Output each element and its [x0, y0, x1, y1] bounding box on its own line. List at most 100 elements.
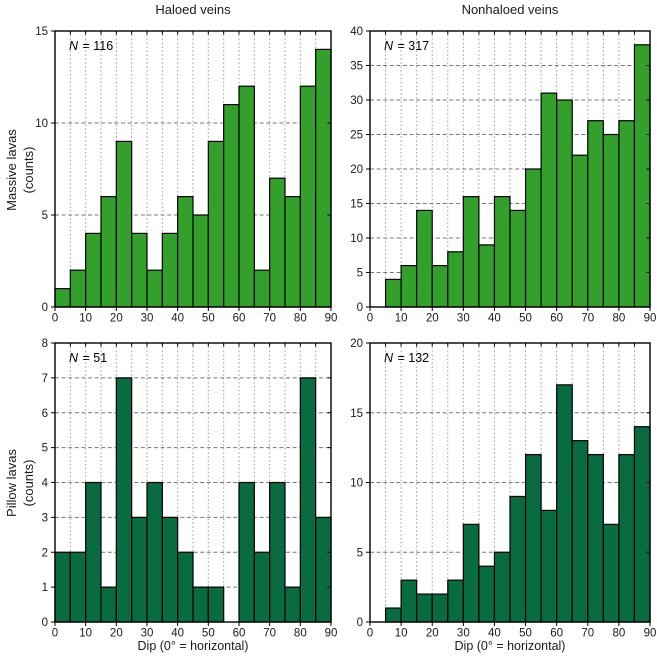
y-tick-label: 30 — [350, 95, 363, 107]
x-tick-label: 50 — [519, 313, 532, 325]
bar — [177, 196, 194, 308]
y-axis-label-massive-lavas: Massive lavas (counts) — [3, 85, 39, 255]
bar — [524, 168, 542, 308]
x-tick-label: 90 — [325, 313, 338, 325]
bar — [131, 232, 148, 308]
bar — [587, 454, 604, 623]
column-title-haloed: Haloed veins — [155, 2, 231, 17]
bar — [299, 85, 317, 308]
bar — [416, 593, 433, 623]
bar — [192, 214, 209, 308]
bar — [54, 551, 71, 623]
x-tick-label: 50 — [519, 628, 532, 640]
x-axis-label-right: Dip (0° = horizontal) — [454, 639, 566, 653]
y-axis-label-pillow-lavas: Pillow lavas (counts) — [3, 398, 39, 568]
x-tick-label: 0 — [367, 628, 373, 640]
bar — [602, 523, 620, 623]
y-tick-label: 0 — [357, 617, 363, 629]
bar — [431, 265, 449, 308]
bar — [238, 481, 255, 623]
bar — [177, 551, 194, 623]
bar — [131, 516, 148, 623]
bar — [478, 244, 496, 308]
x-tick-label: 40 — [488, 628, 501, 640]
bar — [447, 251, 464, 308]
y-tick-label: 0 — [42, 302, 48, 314]
bar — [315, 516, 332, 623]
n-count-label: N = 317 — [384, 39, 430, 53]
x-tick-label: 20 — [426, 628, 439, 640]
bar — [400, 579, 418, 623]
x-tick-label: 20 — [426, 313, 439, 325]
bar — [85, 481, 102, 623]
bar — [253, 269, 271, 308]
x-tick-label: 20 — [110, 313, 123, 325]
x-tick-label: 0 — [367, 313, 373, 325]
x-tick-label: 10 — [79, 313, 92, 325]
bar — [602, 133, 620, 308]
bar — [223, 103, 240, 308]
y-tick-label: 25 — [350, 130, 363, 142]
y-tick-label: 2 — [42, 547, 48, 559]
bar — [100, 196, 117, 308]
histogram-panel-pillow-nonhaloed: 0 10 20 30 40 50 60 70 80 90 0 5 10 15 20 — [350, 338, 656, 640]
bar — [284, 586, 301, 623]
y-axis-label-line2: (counts) — [21, 459, 36, 507]
y-tick-label: 4 — [42, 478, 49, 490]
x-tick-label: 0 — [52, 628, 58, 640]
y-axis-label-line1: Pillow lavas — [4, 449, 19, 517]
y-tick-label: 1 — [42, 582, 48, 594]
bar — [400, 265, 418, 308]
y-tick-label: 3 — [42, 512, 48, 524]
bar — [462, 523, 480, 623]
y-tick-label: 8 — [42, 338, 48, 350]
y-tick-label: 15 — [350, 408, 363, 420]
x-tick-label: 40 — [171, 628, 184, 640]
histogram-panel-pillow-haloed: 0 10 20 30 40 50 60 70 80 90 0 1 2 3 4 5 6 7 8 — [42, 338, 338, 640]
bar — [146, 269, 163, 308]
bar — [238, 85, 255, 308]
bar — [618, 120, 636, 308]
y-tick-label: 5 — [357, 268, 363, 280]
x-tick-label: 30 — [457, 628, 470, 640]
bar — [115, 140, 133, 308]
bar — [633, 44, 651, 308]
x-tick-label: 30 — [141, 313, 154, 325]
y-tick-label: 5 — [42, 443, 48, 455]
y-tick-label: 6 — [42, 408, 48, 420]
x-tick-label: 10 — [395, 628, 408, 640]
y-tick-label: 5 — [42, 210, 48, 222]
bar — [633, 426, 651, 623]
bar — [556, 99, 573, 308]
y-axis-label-line1: Massive lavas — [4, 129, 19, 211]
x-axis-label-left: Dip (0° = horizontal) — [137, 639, 249, 653]
x-tick-label: 80 — [612, 628, 625, 640]
bar — [556, 384, 573, 623]
bar — [509, 209, 527, 308]
bar — [54, 288, 71, 308]
y-tick-label: 5 — [357, 547, 363, 559]
x-tick-label: 60 — [550, 628, 563, 640]
bar — [284, 196, 301, 308]
y-tick-label: 0 — [357, 302, 363, 314]
bar — [146, 481, 163, 623]
y-tick-label: 10 — [350, 233, 363, 245]
bar — [478, 565, 496, 623]
bar — [493, 196, 511, 308]
bar — [269, 481, 286, 623]
x-tick-label: 80 — [612, 313, 625, 325]
bar — [269, 177, 286, 308]
bar — [315, 48, 332, 308]
bar — [100, 586, 117, 623]
bar — [540, 92, 558, 308]
x-tick-label: 50 — [202, 313, 215, 325]
n-count-label: N = 132 — [384, 351, 430, 365]
y-tick-label: 0 — [42, 617, 48, 629]
y-tick-label: 10 — [350, 478, 363, 490]
bar — [493, 551, 511, 623]
x-tick-label: 60 — [233, 313, 246, 325]
x-tick-label: 80 — [294, 313, 307, 325]
histogram-panel-massive-haloed: 0 10 20 30 40 50 60 70 80 90 0 5 10 15 — [35, 26, 337, 325]
x-tick-label: 40 — [171, 313, 184, 325]
